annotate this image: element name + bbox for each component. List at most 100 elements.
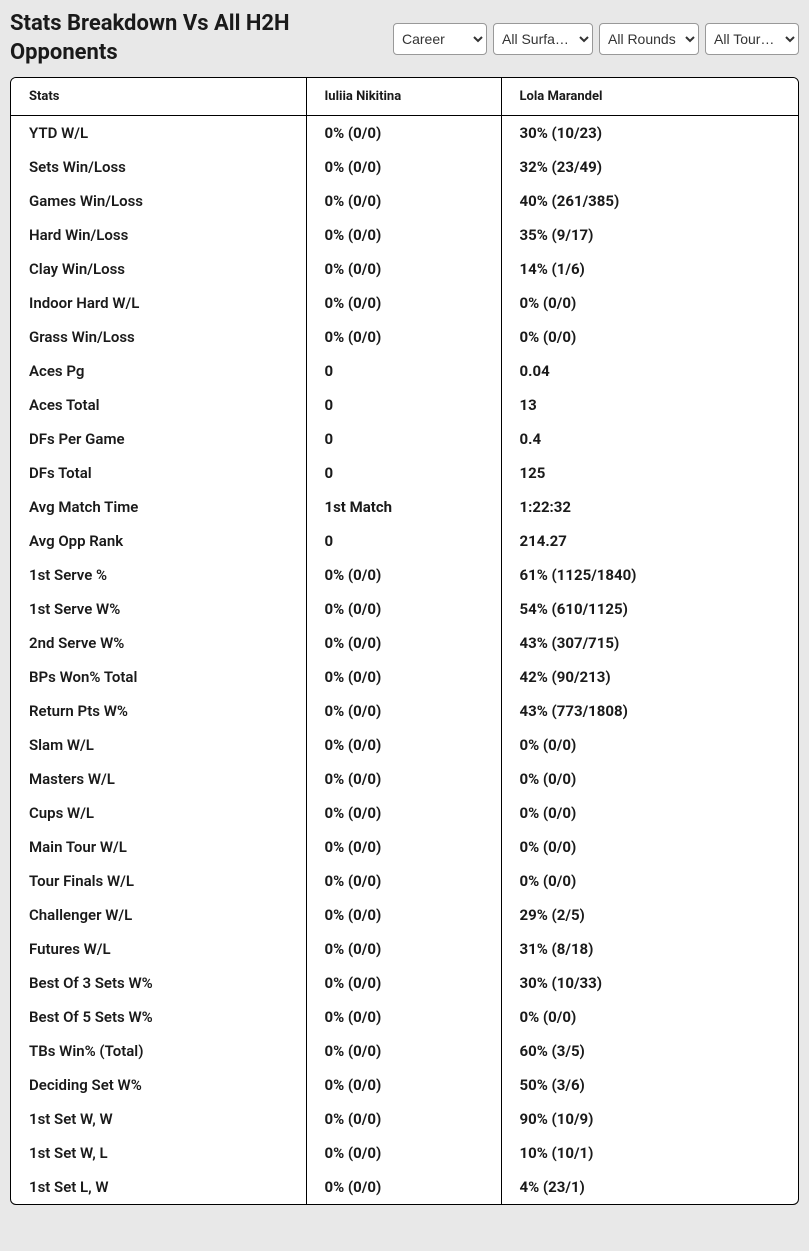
stat-label: 2nd Serve W% xyxy=(11,626,306,660)
stat-label: YTD W/L xyxy=(11,116,306,151)
player1-value: 0 xyxy=(306,388,501,422)
stat-label: BPs Won% Total xyxy=(11,660,306,694)
player1-value: 0% (0/0) xyxy=(306,150,501,184)
filter-tour[interactable]: All Tour… xyxy=(705,23,799,55)
player1-value: 0% (0/0) xyxy=(306,660,501,694)
player1-value: 0% (0/0) xyxy=(306,1068,501,1102)
stat-label: Indoor Hard W/L xyxy=(11,286,306,320)
player2-value: 0% (0/0) xyxy=(501,728,798,762)
player2-value: 0% (0/0) xyxy=(501,1000,798,1034)
player2-value: 42% (90/213) xyxy=(501,660,798,694)
player1-value: 0% (0/0) xyxy=(306,184,501,218)
stats-table: Stats Iuliia Nikitina Lola Marandel YTD … xyxy=(11,78,798,1204)
table-row: 1st Serve %0% (0/0)61% (1125/1840) xyxy=(11,558,798,592)
table-row: Sets Win/Loss0% (0/0)32% (23/49) xyxy=(11,150,798,184)
table-row: Challenger W/L0% (0/0)29% (2/5) xyxy=(11,898,798,932)
player1-value: 0% (0/0) xyxy=(306,728,501,762)
player1-value: 0% (0/0) xyxy=(306,592,501,626)
player1-value: 0 xyxy=(306,456,501,490)
player2-value: 214.27 xyxy=(501,524,798,558)
player1-value: 0% (0/0) xyxy=(306,796,501,830)
player2-value: 0.4 xyxy=(501,422,798,456)
player2-value: 60% (3/5) xyxy=(501,1034,798,1068)
stat-label: Hard Win/Loss xyxy=(11,218,306,252)
player1-value: 0% (0/0) xyxy=(306,626,501,660)
stat-label: Main Tour W/L xyxy=(11,830,306,864)
player1-value: 0% (0/0) xyxy=(306,1170,501,1204)
stat-label: 1st Serve % xyxy=(11,558,306,592)
player1-value: 0% (0/0) xyxy=(306,898,501,932)
page-title: Stats Breakdown Vs All H2H Opponents xyxy=(10,10,360,67)
player2-value: 0% (0/0) xyxy=(501,762,798,796)
player2-value: 0% (0/0) xyxy=(501,286,798,320)
filters: Career All Surfa… All Rounds All Tour… xyxy=(393,23,799,55)
table-row: TBs Win% (Total)0% (0/0)60% (3/5) xyxy=(11,1034,798,1068)
player1-value: 0 xyxy=(306,422,501,456)
header: Stats Breakdown Vs All H2H Opponents Car… xyxy=(0,0,809,77)
stat-label: 1st Set L, W xyxy=(11,1170,306,1204)
table-row: Cups W/L0% (0/0)0% (0/0) xyxy=(11,796,798,830)
stat-label: DFs Per Game xyxy=(11,422,306,456)
filter-surface[interactable]: All Surfa… xyxy=(493,23,593,55)
stat-label: 1st Set W, W xyxy=(11,1102,306,1136)
player2-value: 54% (610/1125) xyxy=(501,592,798,626)
stat-label: Grass Win/Loss xyxy=(11,320,306,354)
player1-value: 0 xyxy=(306,354,501,388)
stat-label: Challenger W/L xyxy=(11,898,306,932)
table-row: 1st Set W, W0% (0/0)90% (10/9) xyxy=(11,1102,798,1136)
player1-value: 0% (0/0) xyxy=(306,1034,501,1068)
stat-label: Tour Finals W/L xyxy=(11,864,306,898)
player2-value: 43% (307/715) xyxy=(501,626,798,660)
player2-value: 4% (23/1) xyxy=(501,1170,798,1204)
player2-value: 13 xyxy=(501,388,798,422)
player1-value: 0% (0/0) xyxy=(306,762,501,796)
table-row: YTD W/L0% (0/0)30% (10/23) xyxy=(11,116,798,151)
player2-value: 0% (0/0) xyxy=(501,830,798,864)
filter-round[interactable]: All Rounds xyxy=(599,23,699,55)
player1-value: 0% (0/0) xyxy=(306,966,501,1000)
stat-label: TBs Win% (Total) xyxy=(11,1034,306,1068)
player1-value: 0% (0/0) xyxy=(306,320,501,354)
stat-label: Aces Pg xyxy=(11,354,306,388)
player1-value: 0% (0/0) xyxy=(306,116,501,151)
table-row: 1st Set W, L0% (0/0)10% (10/1) xyxy=(11,1136,798,1170)
player1-value: 0% (0/0) xyxy=(306,252,501,286)
stat-label: Avg Match Time xyxy=(11,490,306,524)
player1-value: 0% (0/0) xyxy=(306,830,501,864)
table-row: Grass Win/Loss0% (0/0)0% (0/0) xyxy=(11,320,798,354)
player2-value: 0% (0/0) xyxy=(501,796,798,830)
table-row: Tour Finals W/L0% (0/0)0% (0/0) xyxy=(11,864,798,898)
stat-label: Futures W/L xyxy=(11,932,306,966)
player2-value: 14% (1/6) xyxy=(501,252,798,286)
player2-value: 31% (8/18) xyxy=(501,932,798,966)
table-row: Masters W/L0% (0/0)0% (0/0) xyxy=(11,762,798,796)
table-row: 1st Set L, W0% (0/0)4% (23/1) xyxy=(11,1170,798,1204)
table-row: Avg Match Time1st Match1:22:32 xyxy=(11,490,798,524)
player2-value: 61% (1125/1840) xyxy=(501,558,798,592)
filter-career[interactable]: Career xyxy=(393,23,487,55)
table-row: Main Tour W/L0% (0/0)0% (0/0) xyxy=(11,830,798,864)
player1-value: 0% (0/0) xyxy=(306,864,501,898)
player2-value: 43% (773/1808) xyxy=(501,694,798,728)
column-header-player1: Iuliia Nikitina xyxy=(306,78,501,116)
stat-label: Avg Opp Rank xyxy=(11,524,306,558)
player1-value: 0% (0/0) xyxy=(306,218,501,252)
table-row: Aces Total013 xyxy=(11,388,798,422)
player1-value: 0% (0/0) xyxy=(306,558,501,592)
stat-label: Games Win/Loss xyxy=(11,184,306,218)
player2-value: 29% (2/5) xyxy=(501,898,798,932)
table-row: Futures W/L0% (0/0)31% (8/18) xyxy=(11,932,798,966)
player2-value: 125 xyxy=(501,456,798,490)
table-header-row: Stats Iuliia Nikitina Lola Marandel xyxy=(11,78,798,116)
player2-value: 90% (10/9) xyxy=(501,1102,798,1136)
stat-label: Aces Total xyxy=(11,388,306,422)
player2-value: 10% (10/1) xyxy=(501,1136,798,1170)
table-row: Deciding Set W%0% (0/0)50% (3/6) xyxy=(11,1068,798,1102)
table-row: Clay Win/Loss0% (0/0)14% (1/6) xyxy=(11,252,798,286)
player2-value: 30% (10/33) xyxy=(501,966,798,1000)
table-row: BPs Won% Total0% (0/0)42% (90/213) xyxy=(11,660,798,694)
stat-label: Clay Win/Loss xyxy=(11,252,306,286)
player2-value: 30% (10/23) xyxy=(501,116,798,151)
stat-label: Best Of 5 Sets W% xyxy=(11,1000,306,1034)
column-header-player2: Lola Marandel xyxy=(501,78,798,116)
